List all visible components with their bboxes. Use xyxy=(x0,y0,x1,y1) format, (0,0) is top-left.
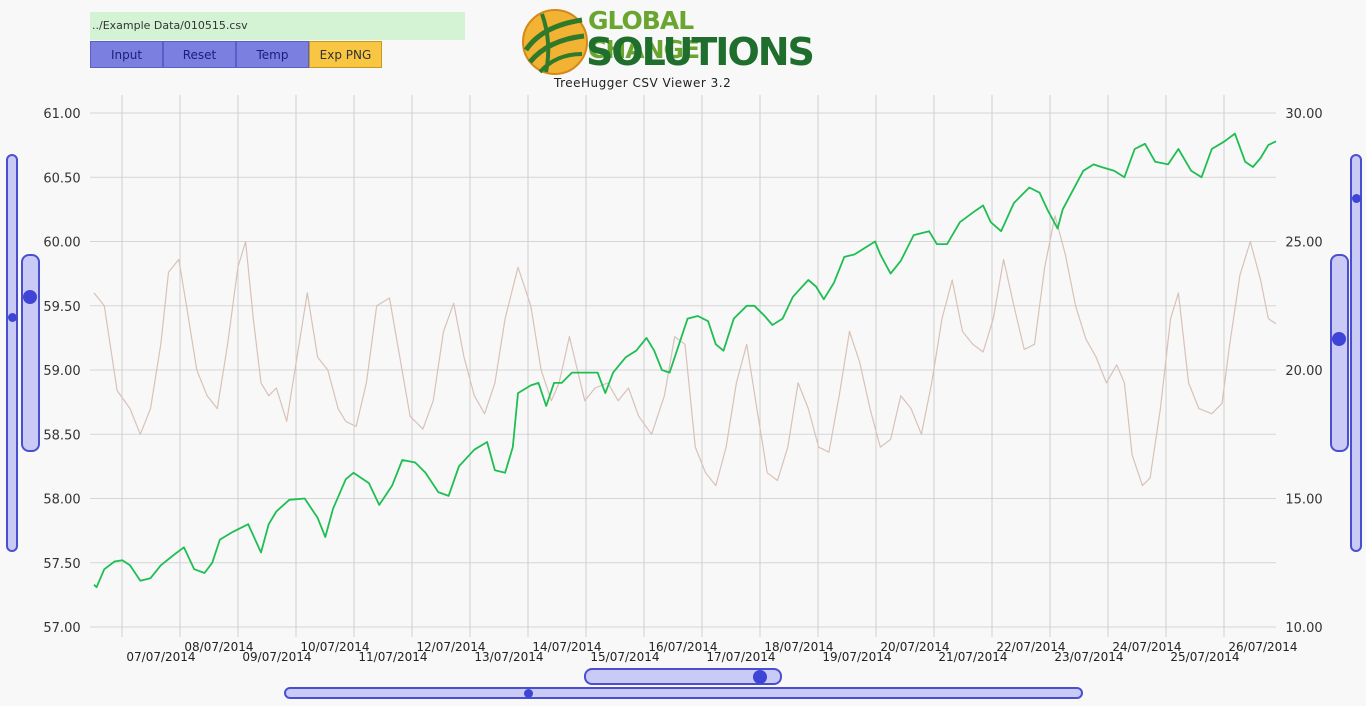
x-tick-label: 19/07/2014 xyxy=(822,650,891,664)
series-line-left-axis xyxy=(93,132,1277,589)
right-inner-vertical-slider[interactable] xyxy=(1330,254,1349,452)
temp-button[interactable]: Temp xyxy=(236,41,309,68)
right-y-tick-label: 25.00 xyxy=(1285,236,1322,251)
left-outer-vertical-slider[interactable] xyxy=(6,154,18,552)
x-tick-label: 20/07/2014 xyxy=(880,640,949,654)
toolbar: Input Reset Temp Exp PNG xyxy=(90,41,382,69)
x-tick-label: 12/07/2014 xyxy=(416,640,485,654)
right-outer-slider-knob[interactable] xyxy=(1352,194,1361,203)
left-y-axis: 57.00 57.50 58.00 58.50 59.00 59.50 60.00 60.50… xyxy=(43,107,80,636)
series-line-right-axis xyxy=(93,215,1277,487)
grid xyxy=(90,95,1276,637)
right-y-tick-label: 10.00 xyxy=(1285,621,1322,636)
left-y-tick-label: 58.50 xyxy=(43,428,80,443)
bottom-outer-slider-knob[interactable] xyxy=(524,689,533,698)
left-inner-vertical-slider[interactable] xyxy=(21,254,40,452)
logo-line-2: SOLUTIONS xyxy=(586,30,815,74)
company-logo: GLOBAL CHANGE SOLUTIONS xyxy=(520,4,815,78)
x-tick-label: 18/07/2014 xyxy=(764,640,833,654)
x-tick-label: 11/07/2014 xyxy=(358,650,427,664)
left-y-tick-label: 58.00 xyxy=(43,493,80,508)
x-tick-label: 26/07/2014 xyxy=(1228,640,1297,654)
x-tick-label: 23/07/2014 xyxy=(1054,650,1123,664)
app-title: TreeHugger CSV Viewer 3.2 xyxy=(554,76,732,90)
left-outer-slider-knob[interactable] xyxy=(8,313,17,322)
bottom-outer-horizontal-slider[interactable] xyxy=(284,687,1083,699)
x-tick-label: 16/07/2014 xyxy=(648,640,717,654)
x-tick-label: 24/07/2014 xyxy=(1112,640,1181,654)
x-tick-label: 14/07/2014 xyxy=(532,640,601,654)
x-tick-label: 22/07/2014 xyxy=(996,640,1065,654)
x-tick-label: 17/07/2014 xyxy=(706,650,775,664)
series-group xyxy=(93,132,1277,589)
x-tick-label: 08/07/2014 xyxy=(184,640,253,654)
right-outer-vertical-slider[interactable] xyxy=(1350,154,1362,552)
right-y-axis: 10.00 15.00 20.00 25.00 30.00 xyxy=(1285,107,1322,636)
bottom-inner-slider-knob[interactable] xyxy=(753,670,767,684)
left-y-tick-label: 61.00 xyxy=(43,107,80,122)
left-y-tick-label: 59.00 xyxy=(43,364,80,379)
bottom-inner-horizontal-slider[interactable] xyxy=(584,668,782,685)
export-png-button[interactable]: Exp PNG xyxy=(309,41,382,68)
left-y-tick-label: 60.00 xyxy=(43,236,80,251)
right-y-tick-label: 20.00 xyxy=(1285,364,1322,379)
left-y-tick-label: 57.00 xyxy=(43,621,80,636)
x-axis: 07/07/2014 09/07/2014 11/07/2014 13/07/2014… xyxy=(126,640,1297,664)
x-tick-label: 09/07/2014 xyxy=(242,650,311,664)
right-y-tick-label: 15.00 xyxy=(1285,493,1322,508)
right-y-tick-label: 30.00 xyxy=(1285,107,1322,122)
input-button[interactable]: Input xyxy=(90,41,163,68)
left-y-tick-label: 59.50 xyxy=(43,300,80,315)
reset-button[interactable]: Reset xyxy=(163,41,236,68)
logo-line-1: GLOBAL CHANGE xyxy=(588,6,700,64)
left-y-tick-label: 60.50 xyxy=(43,171,80,186)
x-tick-label: 10/07/2014 xyxy=(300,640,369,654)
left-inner-slider-knob[interactable] xyxy=(23,290,37,304)
left-y-tick-label: 57.50 xyxy=(43,557,80,572)
x-tick-label: 13/07/2014 xyxy=(474,650,543,664)
x-tick-label: 21/07/2014 xyxy=(938,650,1007,664)
x-tick-label: 15/07/2014 xyxy=(590,650,659,664)
right-inner-slider-knob[interactable] xyxy=(1332,332,1346,346)
file-path-field[interactable]: ../Example Data/010515.csv xyxy=(90,12,465,40)
x-tick-label: 25/07/2014 xyxy=(1170,650,1239,664)
globe-leaf-icon xyxy=(522,9,588,75)
x-tick-label: 07/07/2014 xyxy=(126,650,195,664)
